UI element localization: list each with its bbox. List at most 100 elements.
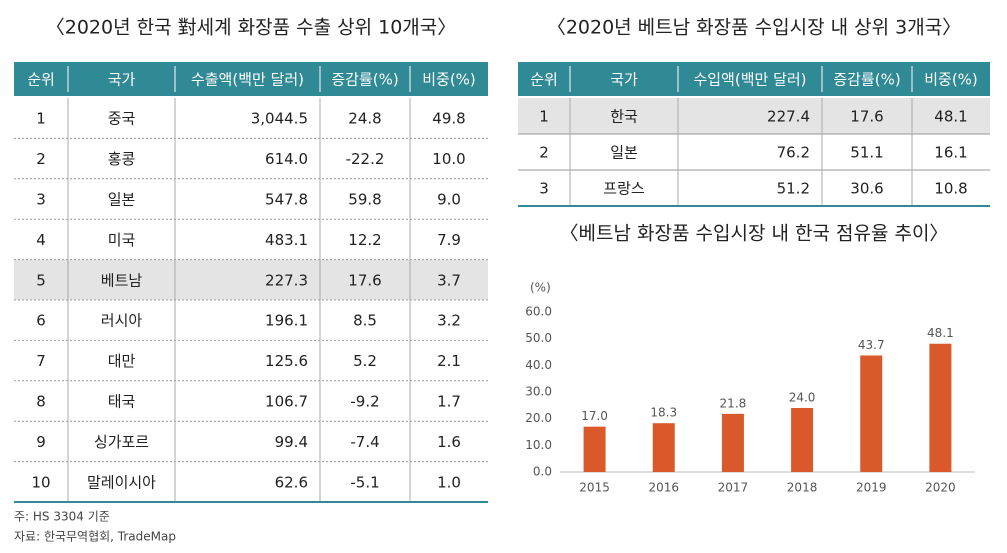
table-cell: 3,044.5	[251, 110, 308, 128]
header-cell: 증감률(%)	[833, 71, 900, 89]
bar	[860, 355, 883, 472]
header-cell: 순위	[27, 71, 55, 89]
table-cell: 30.6	[850, 180, 883, 198]
table-cell: 1.7	[437, 393, 461, 411]
table-cell: 베트남	[101, 271, 143, 289]
table-cell: 미국	[108, 231, 136, 249]
table-cell: 8.5	[353, 312, 377, 330]
value-label: 43.7	[858, 338, 885, 352]
table-cell: 1.0	[437, 473, 461, 491]
table-cell: 중국	[108, 110, 136, 128]
row-highlight	[518, 98, 990, 134]
chart-title: 〈베트남 화장품 수입시장 내 한국 점유율 추이〉	[560, 223, 949, 245]
y-tick-label: 0.0	[533, 465, 552, 479]
table-cell: 9.0	[437, 191, 461, 209]
table-cell: 일본	[610, 144, 638, 162]
x-tick-label: 2016	[648, 481, 679, 495]
table-cell: 62.6	[275, 473, 308, 491]
y-tick-label: 60.0	[525, 305, 552, 319]
table-cell: 1.6	[437, 433, 461, 451]
table-cell: 17.6	[850, 108, 883, 126]
table-cell: 227.4	[767, 108, 810, 126]
y-tick-label: 10.0	[525, 438, 552, 452]
header-cell: 비중(%)	[924, 71, 978, 89]
table-cell: 5.2	[353, 352, 377, 370]
y-tick-label: 40.0	[525, 358, 552, 372]
header-cell: 수입액(백만 달러)	[693, 71, 806, 89]
table-cell: 51.1	[850, 144, 883, 162]
table-cell: -22.2	[346, 150, 385, 168]
table-cell: 547.8	[265, 191, 308, 209]
table-cell: 614.0	[265, 150, 308, 168]
x-tick-label: 2019	[856, 481, 887, 495]
table-cell: 125.6	[265, 352, 308, 370]
table-cell: -9.2	[350, 393, 379, 411]
header-cell: 국가	[108, 71, 136, 89]
table-cell: 3.7	[437, 271, 461, 289]
table-cell: 2.1	[437, 352, 461, 370]
row-highlight	[14, 259, 488, 300]
table-cell: 196.1	[265, 312, 308, 330]
table-cell: 51.2	[777, 180, 810, 198]
table-cell: 24.8	[348, 110, 381, 128]
table-cell: 10.0	[432, 150, 465, 168]
value-label: 21.8	[720, 396, 747, 410]
y-tick-label: 20.0	[525, 411, 552, 425]
bar	[583, 426, 606, 472]
value-label: 48.1	[927, 326, 954, 340]
footnote: 주: HS 3304 기준	[14, 510, 110, 524]
table-cell: 48.1	[934, 108, 967, 126]
table-cell: 5	[36, 271, 46, 289]
table-cell: 대만	[108, 352, 136, 370]
y-tick-label: 30.0	[525, 385, 552, 399]
footnote: 자료: 한국무역협회, TradeMap	[14, 530, 176, 544]
x-tick-label: 2017	[718, 481, 749, 495]
header-cell: 비중(%)	[422, 71, 476, 89]
table-cell: -7.4	[350, 433, 379, 451]
x-tick-label: 2018	[787, 481, 818, 495]
table-cell: 3	[539, 180, 549, 198]
table-cell: -5.1	[350, 473, 379, 491]
table-cell: 8	[36, 393, 46, 411]
table-cell: 99.4	[275, 433, 308, 451]
y-tick-label: 50.0	[525, 331, 552, 345]
table-cell: 1	[539, 108, 549, 126]
y-unit: (%)	[530, 281, 551, 295]
header-cell: 순위	[530, 71, 558, 89]
table-cell: 1	[36, 110, 46, 128]
table-cell: 말레이시아	[87, 473, 156, 491]
header-bg	[14, 62, 488, 96]
bar	[652, 423, 675, 472]
table-cell: 16.1	[934, 144, 967, 162]
value-label: 17.0	[581, 409, 608, 423]
table-cell: 2	[539, 144, 549, 162]
table-cell: 227.3	[265, 271, 308, 289]
table-cell: 2	[36, 150, 46, 168]
table-cell: 10.8	[934, 180, 967, 198]
table-cell: 12.2	[348, 231, 381, 249]
table-cell: 싱가포르	[94, 433, 149, 451]
bar	[791, 408, 814, 472]
x-tick-label: 2020	[925, 481, 956, 495]
table-cell: 일본	[108, 191, 136, 209]
table-cell: 7.9	[437, 231, 461, 249]
table-cell: 3	[36, 191, 46, 209]
header-bg	[518, 62, 990, 96]
table-cell: 7	[36, 352, 46, 370]
table-title: 〈2020년 베트남 화장품 수입시장 내 상위 3개국〉	[547, 17, 961, 39]
header-cell: 증감률(%)	[331, 71, 398, 89]
bar	[721, 413, 744, 472]
table-cell: 9	[36, 433, 46, 451]
table-cell: 홍콩	[108, 150, 136, 168]
value-label: 18.3	[650, 406, 677, 420]
table-cell: 76.2	[777, 144, 810, 162]
bar	[929, 343, 952, 472]
table-cell: 태국	[108, 393, 136, 411]
table-cell: 17.6	[348, 271, 381, 289]
table-cell: 49.8	[432, 110, 465, 128]
table-cell: 3.2	[437, 312, 461, 330]
table-cell: 한국	[610, 108, 638, 126]
table-cell: 483.1	[265, 231, 308, 249]
table-cell: 59.8	[348, 191, 381, 209]
